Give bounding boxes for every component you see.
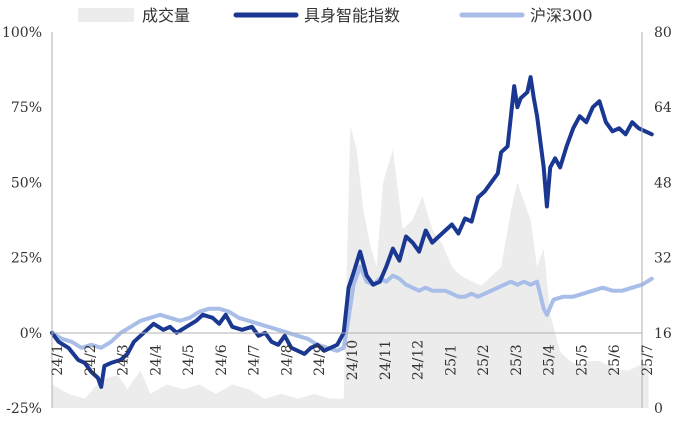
x-tick-label: 25/6 bbox=[607, 344, 623, 376]
y-left-tick-label: 100% bbox=[2, 25, 42, 41]
y-left-tick-label: 25% bbox=[11, 251, 42, 267]
y-left-tick-label: 75% bbox=[11, 100, 42, 116]
x-tick-label: 24/2 bbox=[83, 344, 99, 375]
series-embodied-ai-index-line bbox=[50, 75, 654, 389]
y-right-tick-label: 64 bbox=[654, 100, 672, 116]
y-left-tick-label: -25% bbox=[6, 401, 42, 417]
x-tick-label: 25/3 bbox=[509, 344, 525, 375]
x-tick-label: 25/2 bbox=[476, 344, 492, 375]
x-tick-label: 24/10 bbox=[345, 340, 361, 380]
x-tick-label: 24/4 bbox=[148, 344, 164, 376]
plot-area bbox=[50, 75, 654, 408]
y-left-tick-label: 50% bbox=[11, 175, 42, 191]
y-right-tick-label: 16 bbox=[654, 326, 672, 342]
legend-label-0: 成交量 bbox=[142, 6, 190, 25]
x-tick-label: 24/1 bbox=[50, 344, 66, 375]
y-right-tick-label: 32 bbox=[654, 251, 672, 267]
series-volume-area bbox=[52, 126, 649, 408]
x-tick-label: 24/8 bbox=[279, 344, 295, 375]
x-tick-label: 24/7 bbox=[247, 344, 263, 375]
x-tick-label: 24/3 bbox=[116, 344, 132, 375]
x-tick-label: 25/7 bbox=[640, 344, 656, 375]
y-axis-left-ticks: 100% 75% 50% 25% 0% -25% bbox=[2, 25, 42, 417]
y-left-tick-label: 0% bbox=[20, 326, 42, 342]
y-right-tick-label: 80 bbox=[654, 25, 672, 41]
x-tick-label: 24/12 bbox=[411, 340, 427, 380]
series-hs300-line bbox=[50, 264, 654, 353]
x-tick-label: 25/5 bbox=[574, 344, 590, 375]
x-tick-label: 24/9 bbox=[312, 344, 328, 375]
legend-swatch-0 bbox=[78, 8, 134, 22]
x-axis-ticks: 24/1 24/2 24/3 24/4 24/5 24/6 24/7 24/8 24/9 24/1… bbox=[50, 340, 656, 380]
x-tick-label: 25/4 bbox=[542, 344, 558, 376]
x-tick-label: 24/5 bbox=[181, 344, 197, 375]
x-tick-label: 25/1 bbox=[443, 344, 459, 375]
legend-label-2: 沪深300 bbox=[530, 6, 593, 25]
legend-label-1: 具身智能指数 bbox=[304, 6, 400, 25]
y-right-tick-label: 0 bbox=[654, 401, 663, 417]
y-axis-right-ticks: 80 64 48 32 16 0 bbox=[654, 25, 672, 417]
x-tick-label: 24/11 bbox=[378, 340, 394, 380]
legend: 成交量 具身智能指数 沪深300 bbox=[78, 6, 593, 25]
x-tick-label: 24/6 bbox=[214, 344, 230, 376]
y-right-tick-label: 48 bbox=[654, 175, 672, 191]
